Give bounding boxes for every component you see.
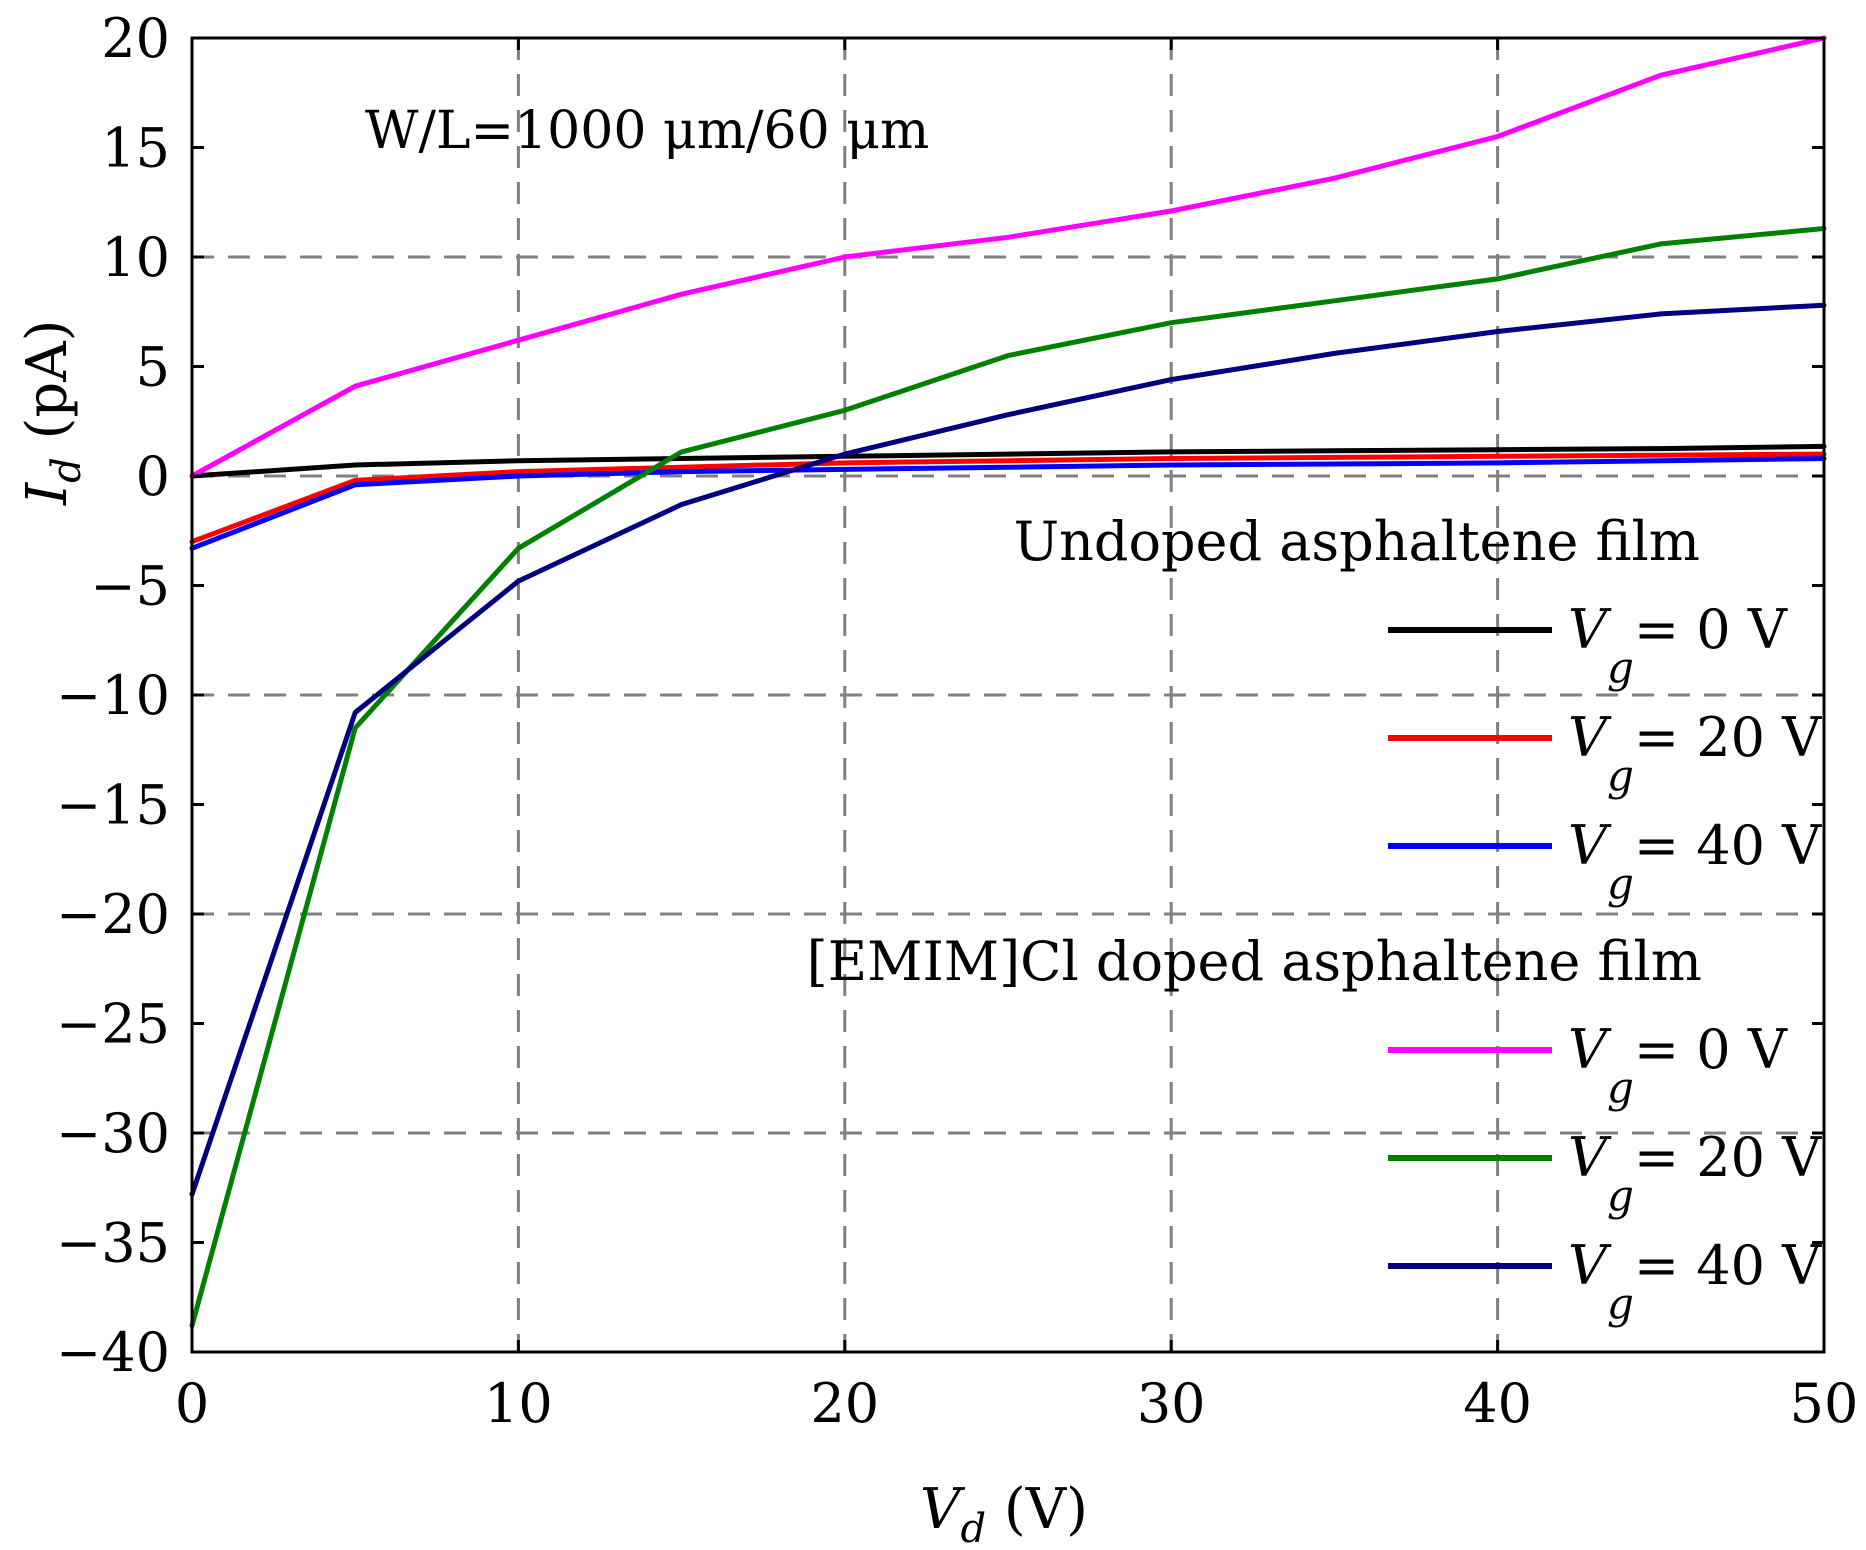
legend-label: Vg= 20 V bbox=[1568, 1126, 1822, 1220]
series-line-g0-s0 bbox=[189, 443, 1827, 479]
y-tick-label: 5 bbox=[136, 336, 170, 399]
y-tick-label: −10 bbox=[56, 664, 170, 727]
y-axis-title: Id (pA) bbox=[15, 319, 90, 506]
y-tick-label: 15 bbox=[101, 117, 170, 180]
series-line-g1-s2 bbox=[189, 302, 1827, 1197]
y-tick-label: 0 bbox=[136, 445, 170, 508]
y-tick-label: −20 bbox=[56, 883, 170, 946]
series-line-g0-s2 bbox=[189, 456, 1827, 551]
y-tick-label: 10 bbox=[101, 226, 170, 289]
legend-label: Vg= 0 V bbox=[1568, 1018, 1788, 1112]
legend: Undoped asphaltene film Vg= 0 V Vg= 20 V Vg… bbox=[807, 510, 1823, 1328]
legend-title: [EMIM]Cl doped asphaltene film bbox=[807, 930, 1702, 993]
y-tick-label: −35 bbox=[56, 1212, 170, 1275]
legend-title: Undoped asphaltene film bbox=[1014, 510, 1700, 573]
legend-label: Vg= 0 V bbox=[1568, 598, 1788, 692]
x-tick-labels: 0 10 20 30 40 50 bbox=[175, 1372, 1859, 1435]
legend-label: Vg= 20 V bbox=[1568, 706, 1822, 800]
series-line-g0-s1 bbox=[189, 451, 1827, 545]
x-tick-label: 20 bbox=[810, 1372, 879, 1435]
legend-label: Vg= 40 V bbox=[1568, 814, 1822, 908]
x-tick-label: 40 bbox=[1463, 1372, 1532, 1435]
axis-ticks bbox=[190, 36, 1826, 1354]
series-line-g1-s0 bbox=[189, 35, 1827, 479]
y-tick-labels: 20 15 10 5 0 −5 −10 −15 −20 −25 −30 −35 −40 bbox=[56, 7, 170, 1384]
annotation-wl: W/L=1000 μm/60 μm bbox=[365, 101, 929, 161]
x-axis-title: Vd (V) bbox=[920, 1477, 1088, 1550]
x-tick-label: 50 bbox=[1790, 1372, 1859, 1435]
y-tick-label: −40 bbox=[56, 1321, 170, 1384]
plot-series bbox=[189, 35, 1827, 1329]
x-tick-label: 0 bbox=[175, 1372, 209, 1435]
x-tick-label: 30 bbox=[1137, 1372, 1206, 1435]
y-tick-label: −25 bbox=[56, 993, 170, 1056]
series-line-g1-s1 bbox=[189, 226, 1827, 1329]
y-tick-label: −30 bbox=[56, 1102, 170, 1165]
y-tick-label: −15 bbox=[56, 774, 170, 837]
legend-label: Vg= 40 V bbox=[1568, 1234, 1822, 1328]
y-tick-label: −5 bbox=[90, 555, 170, 618]
x-tick-label: 10 bbox=[484, 1372, 553, 1435]
y-tick-label: 20 bbox=[101, 7, 170, 70]
